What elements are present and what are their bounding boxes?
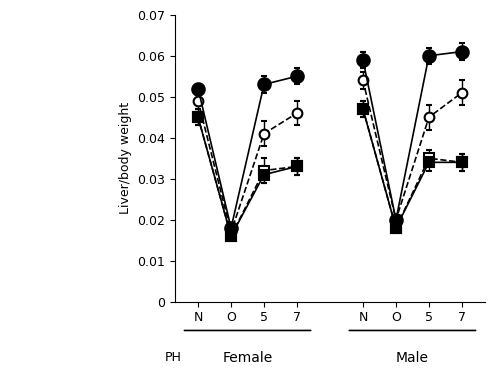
Text: Female: Female xyxy=(222,351,272,365)
Text: Male: Male xyxy=(396,351,429,365)
Y-axis label: Liver/body weight: Liver/body weight xyxy=(118,102,132,214)
Text: PH: PH xyxy=(164,351,182,364)
